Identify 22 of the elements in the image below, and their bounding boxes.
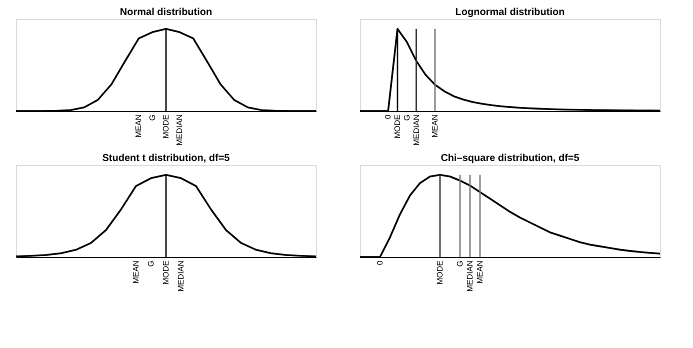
- chart-title: Lognormal distribution: [455, 7, 565, 18]
- x-tick-label: G: [148, 114, 157, 121]
- x-tick-label: MEDIAN: [176, 260, 186, 292]
- chart-title: Normal distribution: [120, 7, 212, 18]
- x-tick-label: MODE: [162, 260, 170, 284]
- x-tick-label: MEAN: [134, 114, 144, 138]
- x-tick-label: 0: [384, 114, 393, 119]
- x-tick-label: MEDIAN: [412, 114, 421, 146]
- chart-title: Student t distribution, df=5: [102, 153, 230, 164]
- x-tick-label: MODE: [162, 114, 170, 138]
- x-tick-label: G: [402, 114, 412, 121]
- x-tick-label: MEDIAN: [466, 260, 474, 292]
- x-tick-label: MEAN: [132, 260, 140, 284]
- x-tick-label: 0: [376, 260, 384, 265]
- x-tick-label: G: [146, 260, 156, 267]
- x-tick-label: MODE: [436, 260, 444, 284]
- x-tick-label: MODE: [393, 114, 402, 138]
- x-tick-label: MEDIAN: [175, 114, 184, 146]
- x-tick-label: MEAN: [430, 114, 440, 138]
- chart-title: Chi–square distribution, df=5: [440, 153, 580, 164]
- x-tick-label: MEAN: [476, 260, 484, 284]
- x-tick-label: G: [456, 260, 464, 267]
